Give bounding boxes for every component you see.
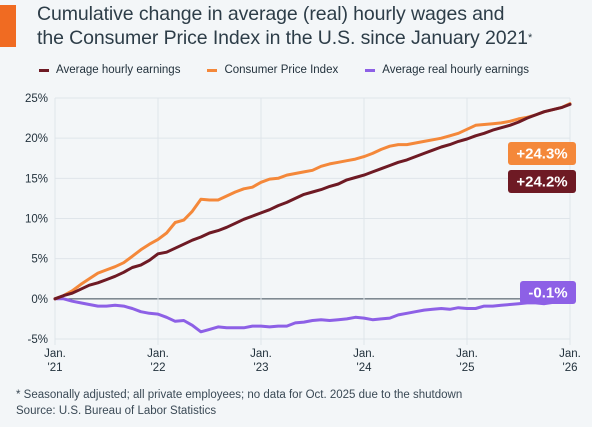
chart-title: Cumulative change in average (real) hour… [37, 2, 582, 50]
legend-swatch-real [365, 68, 376, 72]
series-line-wages [53, 102, 572, 301]
y-tick-label-1: 20% [25, 133, 48, 145]
x-tick-label-4-line1: Jan. [456, 348, 478, 360]
source-note: Source: U.S. Bureau of Labor Statistics [16, 405, 217, 417]
x-tick-label-3-line2: '24 [357, 362, 373, 374]
legend-label-real: Average real hourly earnings [382, 64, 530, 76]
y-tick-label-4: 5% [31, 254, 48, 266]
data-label-real: -0.1% [528, 285, 567, 302]
data-label-badge-wages [508, 170, 576, 193]
x-tick-label-5-line2: '26 [563, 362, 578, 374]
x-tick-label-0-line2: '21 [48, 362, 63, 374]
x-tick-label-0-line1: Jan. [44, 348, 66, 360]
data-label-badge-cpi [508, 142, 576, 165]
legend-item-cpi: Consumer Price Index [207, 64, 338, 76]
data-label-layer: +24.3% +24.2% -0.1% [508, 142, 576, 304]
x-tick-label-2-line1: Jan. [250, 348, 272, 360]
x-tick-label-1-line2: '22 [151, 362, 166, 374]
title-accent-bar [0, 5, 16, 47]
footnote: * Seasonally adjusted; all private emplo… [16, 389, 463, 401]
chart-title-star: * [527, 32, 533, 44]
data-label-wages: +24.2% [516, 174, 567, 191]
y-tick-label-2: 15% [25, 173, 48, 185]
axis-layer: 25% 20% 15% 10% 5% 0% -5% Jan. '21 Jan. '22 Jan. '23… [25, 93, 581, 374]
chart-legend: Average hourly earnings Consumer Price I… [39, 62, 556, 78]
x-tick-label-3-line1: Jan. [353, 348, 375, 360]
series-line-real [53, 297, 572, 334]
x-tick-label-1-line1: Jan. [147, 348, 169, 360]
data-label-cpi: +24.3% [516, 146, 567, 163]
legend-label-wages: Average hourly earnings [56, 64, 181, 76]
y-tick-label-0: 25% [25, 93, 48, 105]
y-tick-label-3: 10% [25, 214, 48, 226]
legend-label-cpi: Consumer Price Index [224, 64, 339, 76]
chart-title-line-1: Cumulative change in average (real) hour… [37, 3, 505, 25]
x-tick-label-5-line1: Jan. [559, 348, 581, 360]
legend-swatch-wages [39, 68, 49, 72]
grid-layer [54, 97, 571, 345]
x-tick-label-4-line2: '25 [460, 362, 475, 374]
chart-title-line-2: the Consumer Price Index in the U.S. sin… [37, 27, 528, 49]
x-tick-label-2-line2: '23 [254, 362, 269, 374]
series-line-cpi [53, 102, 572, 301]
series-layer [53, 102, 572, 334]
legend-swatch-cpi [207, 68, 218, 72]
y-tick-label-5: 0% [31, 294, 48, 306]
legend-item-wages: Average hourly earnings [39, 64, 180, 76]
legend-item-real: Average real hourly earnings [365, 64, 529, 76]
y-tick-label-6: -5% [28, 334, 48, 346]
data-label-badge-real [520, 281, 576, 304]
